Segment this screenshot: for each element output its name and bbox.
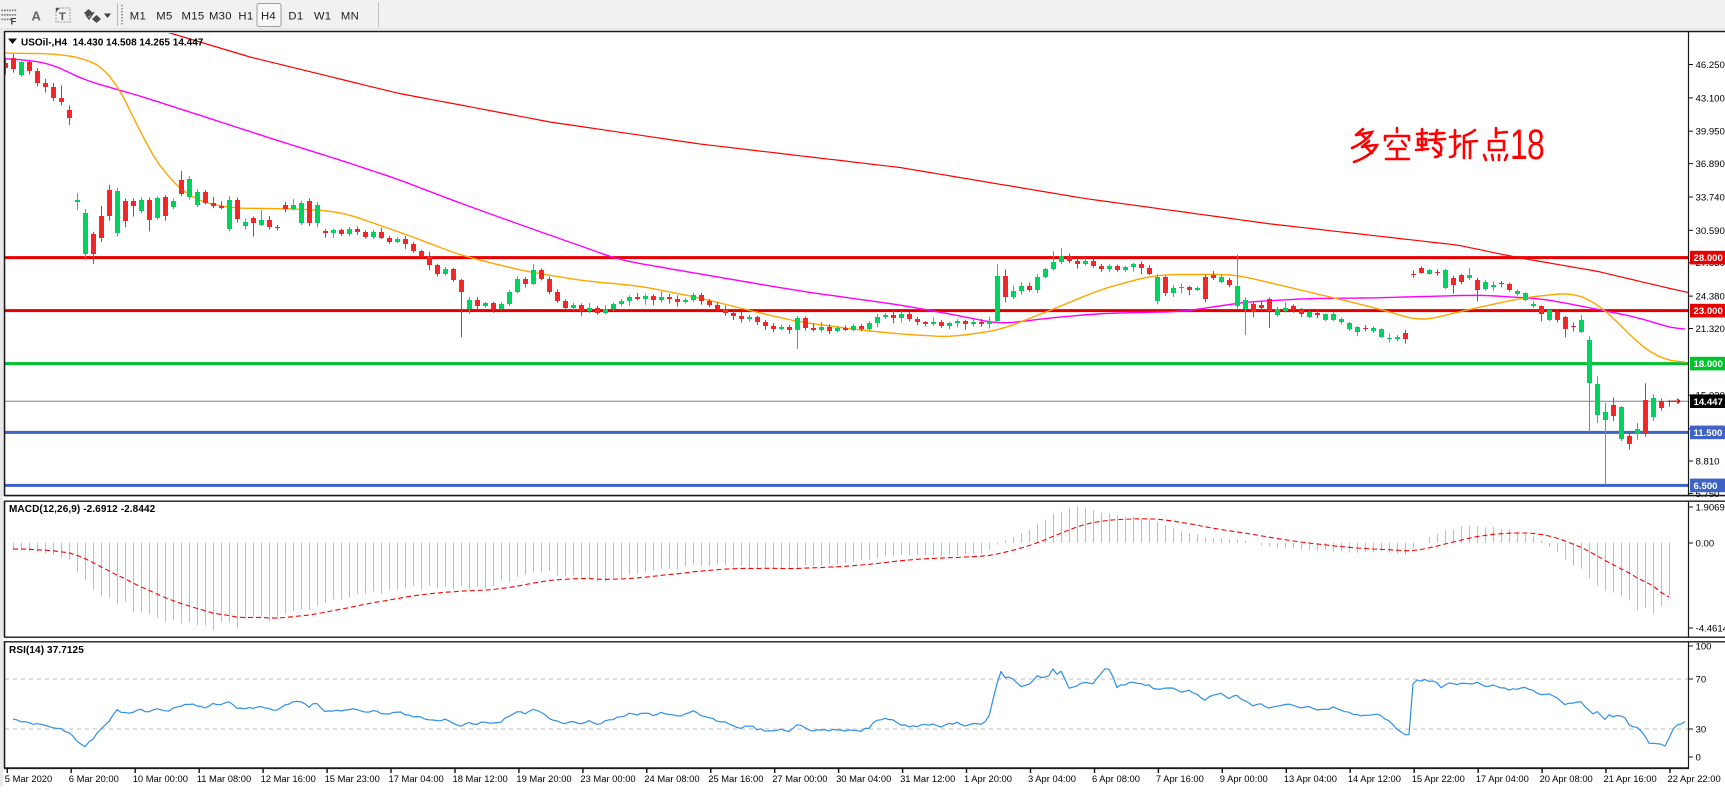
svg-text:MN: MN	[341, 11, 359, 23]
svg-text:8.810: 8.810	[1696, 457, 1720, 468]
svg-text:20 Apr 08:00: 20 Apr 08:00	[1540, 773, 1593, 784]
svg-text:M30: M30	[209, 11, 232, 23]
svg-text:-4.4614: -4.4614	[1696, 624, 1725, 635]
svg-text:5 Mar 2020: 5 Mar 2020	[5, 773, 52, 784]
svg-text:27 Mar 00:00: 27 Mar 00:00	[772, 773, 827, 784]
svg-text:USOil-,H4 14.430 14.508 14.26: USOil-,H4 14.430 14.508 14.265 14.447	[21, 38, 204, 49]
svg-text:7 Apr 16:00: 7 Apr 16:00	[1156, 773, 1204, 784]
svg-text:30 Mar 04:00: 30 Mar 04:00	[836, 773, 891, 784]
svg-text:M5: M5	[156, 11, 172, 23]
svg-text:17 Apr 04:00: 17 Apr 04:00	[1476, 773, 1529, 784]
svg-text:A: A	[32, 9, 42, 24]
svg-text:33.740: 33.740	[1696, 193, 1725, 204]
svg-text:3 Apr 04:00: 3 Apr 04:00	[1028, 773, 1076, 784]
svg-text:22 Apr 22:00: 22 Apr 22:00	[1668, 773, 1721, 784]
svg-text:H4: H4	[261, 11, 276, 23]
svg-text:11 Mar 08:00: 11 Mar 08:00	[197, 773, 252, 784]
svg-text:24 Mar 08:00: 24 Mar 08:00	[644, 773, 699, 784]
svg-text:21.320: 21.320	[1696, 324, 1725, 335]
svg-text:F: F	[11, 17, 17, 28]
svg-text:H1: H1	[238, 11, 253, 23]
svg-text:M1: M1	[130, 11, 146, 23]
svg-text:46.250: 46.250	[1696, 60, 1725, 71]
svg-text:15 Apr 22:00: 15 Apr 22:00	[1412, 773, 1465, 784]
svg-text:14 Apr 12:00: 14 Apr 12:00	[1348, 773, 1401, 784]
svg-text:14.447: 14.447	[1694, 397, 1723, 408]
svg-text:31 Mar 12:00: 31 Mar 12:00	[900, 773, 955, 784]
svg-text:1.9069: 1.9069	[1696, 503, 1725, 514]
svg-text:30.590: 30.590	[1696, 226, 1725, 237]
svg-text:18.000: 18.000	[1694, 359, 1723, 370]
svg-text:6.500: 6.500	[1694, 481, 1718, 492]
svg-text:36.890: 36.890	[1696, 159, 1725, 170]
svg-text:30: 30	[1696, 725, 1707, 736]
svg-text:T: T	[59, 11, 66, 23]
svg-text:10 Mar 00:00: 10 Mar 00:00	[133, 773, 188, 784]
svg-text:21 Apr 16:00: 21 Apr 16:00	[1604, 773, 1657, 784]
svg-text:M15: M15	[182, 11, 205, 23]
svg-text:70: 70	[1696, 675, 1707, 686]
svg-text:11.500: 11.500	[1694, 428, 1723, 439]
svg-text:39.950: 39.950	[1696, 127, 1725, 138]
svg-text:23.000: 23.000	[1694, 306, 1723, 317]
svg-text:23 Mar 00:00: 23 Mar 00:00	[580, 773, 635, 784]
svg-text:100: 100	[1696, 642, 1712, 653]
svg-text:RSI(14) 37.7125: RSI(14) 37.7125	[9, 645, 84, 656]
svg-text:6 Apr 08:00: 6 Apr 08:00	[1092, 773, 1140, 784]
svg-text:MACD(12,26,9) -2.6912 -2.8442: MACD(12,26,9) -2.6912 -2.8442	[9, 504, 156, 515]
svg-text:18 Mar 12:00: 18 Mar 12:00	[453, 773, 508, 784]
svg-text:W1: W1	[314, 11, 332, 23]
svg-text:0.00: 0.00	[1696, 539, 1715, 550]
svg-text:17 Mar 04:00: 17 Mar 04:00	[389, 773, 444, 784]
svg-text:18: 18	[1510, 121, 1544, 169]
svg-text:24.380: 24.380	[1696, 292, 1725, 303]
svg-text:D1: D1	[288, 11, 303, 23]
svg-text:28.000: 28.000	[1694, 253, 1723, 264]
svg-text:9 Apr 00:00: 9 Apr 00:00	[1220, 773, 1268, 784]
svg-text:13 Apr 04:00: 13 Apr 04:00	[1284, 773, 1337, 784]
svg-text:1 Apr 20:00: 1 Apr 20:00	[964, 773, 1012, 784]
svg-text:43.100: 43.100	[1696, 93, 1725, 104]
svg-text:15 Mar 23:00: 15 Mar 23:00	[325, 773, 380, 784]
svg-text:19 Mar 20:00: 19 Mar 20:00	[516, 773, 571, 784]
svg-text:0: 0	[1696, 753, 1701, 764]
svg-text:12 Mar 16:00: 12 Mar 16:00	[261, 773, 316, 784]
svg-text:25 Mar 16:00: 25 Mar 16:00	[708, 773, 763, 784]
svg-text:6 Mar 20:00: 6 Mar 20:00	[69, 773, 119, 784]
